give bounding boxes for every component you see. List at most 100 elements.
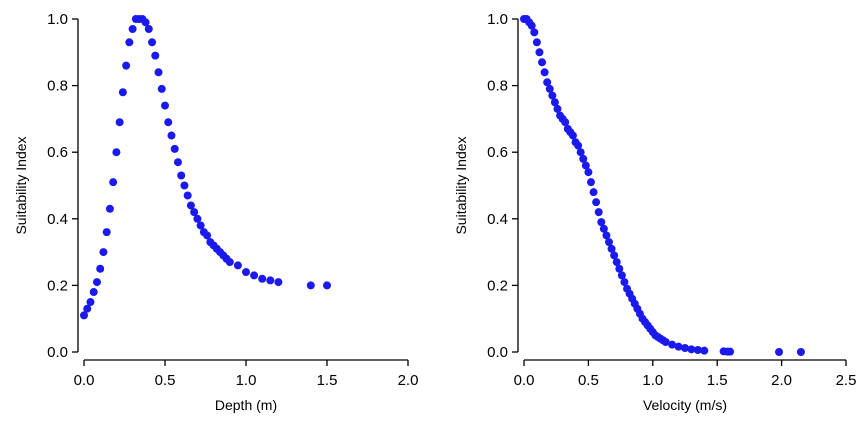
- x-tick-label: 2.0: [398, 372, 419, 389]
- data-point: [86, 298, 95, 307]
- data-point: [668, 340, 677, 349]
- data-point: [306, 281, 315, 290]
- y-tick-label: 0.0: [47, 344, 68, 361]
- data-point: [115, 118, 124, 127]
- data-point: [96, 264, 105, 273]
- data-point: [203, 231, 212, 240]
- y-tick-label: 0.6: [47, 144, 68, 161]
- data-point: [561, 118, 570, 127]
- data-point: [112, 148, 121, 157]
- data-point: [775, 348, 784, 356]
- data-point: [553, 104, 562, 113]
- data-point: [266, 276, 275, 285]
- data-point: [173, 158, 182, 167]
- data-point: [693, 346, 702, 355]
- x-axis-label: Velocity (m/s): [643, 397, 727, 413]
- data-point: [157, 84, 166, 93]
- y-tick-label: 0.2: [487, 277, 508, 294]
- data-point: [183, 191, 192, 200]
- data-point: [527, 21, 536, 30]
- data-point: [674, 342, 683, 351]
- data-point: [550, 98, 559, 107]
- data-point: [250, 271, 259, 280]
- data-point: [615, 264, 624, 273]
- data-point: [589, 188, 598, 197]
- data-point: [594, 208, 603, 217]
- data-point: [89, 288, 98, 297]
- y-tick-label: 0.4: [487, 211, 508, 228]
- data-point: [605, 238, 614, 247]
- data-point: [125, 38, 134, 47]
- data-point: [196, 221, 205, 230]
- data-point: [584, 168, 593, 177]
- x-tick-label: 1.0: [642, 372, 663, 389]
- data-point: [167, 131, 176, 140]
- data-point: [726, 347, 735, 356]
- data-point: [576, 148, 585, 157]
- data-point: [579, 154, 588, 163]
- x-tick-label: 1.5: [707, 372, 728, 389]
- x-tick-label: 0.5: [578, 372, 599, 389]
- data-point: [617, 271, 626, 280]
- y-tick-label: 0.8: [487, 78, 508, 95]
- data-point: [687, 345, 696, 354]
- data-point: [796, 348, 805, 356]
- data-point: [681, 344, 689, 353]
- data-point: [180, 181, 189, 190]
- data-point: [545, 84, 554, 93]
- x-tick-label: 0.0: [514, 372, 535, 389]
- data-point: [80, 311, 88, 320]
- data-point: [535, 48, 544, 57]
- data-point: [543, 78, 552, 87]
- data-point: [92, 278, 101, 287]
- data-point: [661, 338, 670, 347]
- data-point: [141, 18, 150, 27]
- data-point: [540, 68, 549, 77]
- y-axis-label: Suitability Index: [13, 136, 29, 234]
- data-point: [144, 24, 153, 33]
- data-point: [99, 248, 108, 257]
- data-point: [538, 58, 547, 67]
- data-point: [118, 88, 127, 97]
- data-point: [190, 208, 199, 217]
- data-point: [186, 201, 195, 210]
- data-point: [700, 346, 709, 355]
- y-tick-label: 0.8: [47, 78, 68, 95]
- data-point: [612, 258, 621, 267]
- data-point: [568, 131, 577, 140]
- x-tick-label: 0.5: [155, 372, 176, 389]
- data-point: [592, 198, 601, 207]
- y-tick-label: 1.0: [47, 11, 68, 28]
- data-point: [148, 38, 157, 47]
- x-tick-label: 1.0: [236, 372, 257, 389]
- data-point: [574, 141, 583, 150]
- data-point: [258, 274, 267, 283]
- x-tick-label: 2.5: [836, 372, 857, 389]
- data-point: [122, 61, 131, 70]
- data-point: [193, 214, 202, 223]
- data-point: [177, 171, 186, 180]
- data-point: [602, 231, 611, 240]
- data-point: [233, 261, 242, 270]
- velocity-chart: 0.0 0.2 0.4 0.6 0.8 1.0 0.0 0.5 1.0 1.5 2.0 2.5 Velo…: [453, 11, 856, 413]
- data-point: [597, 218, 606, 227]
- data-point: [83, 304, 92, 313]
- data-point: [161, 101, 169, 110]
- x-tick-label: 2.0: [771, 372, 792, 389]
- data-point: [170, 144, 179, 153]
- data-point: [102, 228, 111, 237]
- data-point: [274, 278, 283, 287]
- y-tick-label: 0.4: [47, 211, 68, 228]
- data-point: [548, 91, 557, 100]
- x-tick-label: 0.0: [74, 372, 95, 389]
- y-tick-label: 0.0: [487, 344, 508, 361]
- data-point: [323, 281, 331, 290]
- x-tick-label: 1.5: [317, 372, 338, 389]
- data-point: [128, 24, 137, 33]
- y-tick-label: 1.0: [487, 11, 508, 28]
- data-point: [151, 51, 160, 60]
- data-point: [607, 244, 616, 253]
- data-point: [581, 161, 590, 170]
- data-point: [225, 258, 234, 267]
